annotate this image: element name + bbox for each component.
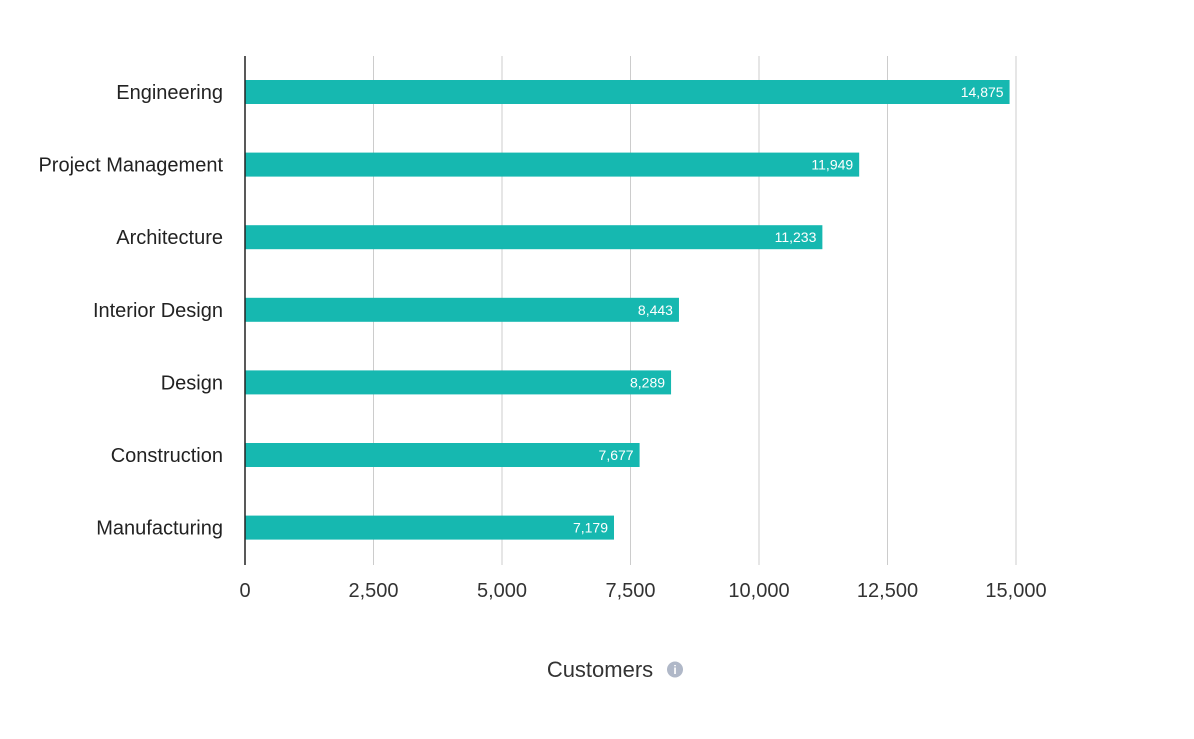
info-icon[interactable]: i	[667, 661, 683, 678]
data-label: 7,179	[573, 520, 608, 536]
category-label: Design	[161, 372, 223, 394]
x-tick-labels: 0 2,500 5,000 7,500 10,000 12,500 15,000	[239, 580, 1046, 602]
data-label: 8,443	[638, 302, 673, 318]
bar[interactable]	[245, 152, 860, 177]
bar[interactable]	[245, 297, 679, 322]
bar[interactable]	[245, 370, 672, 395]
data-label: 11,233	[775, 229, 817, 245]
category-label: Interior Design	[93, 300, 223, 322]
category-labels: Engineering Project Management Architectur…	[38, 82, 223, 540]
data-labels: 14,875 11,949 11,233 8,443 8,289 7,677 7,179	[573, 84, 1004, 536]
x-axis-title: Customers i	[547, 657, 683, 682]
x-tick-label: 7,500	[605, 580, 655, 602]
bar[interactable]	[245, 443, 640, 467]
category-label: Architecture	[116, 227, 223, 249]
bar[interactable]	[245, 225, 823, 250]
x-axis-label: Customers	[547, 657, 653, 682]
data-label: 11,949	[811, 157, 853, 173]
data-label: 7,677	[599, 447, 634, 463]
x-tick-label: 2,500	[348, 580, 398, 602]
x-tick-label: 15,000	[985, 580, 1046, 602]
category-label: Manufacturing	[96, 518, 223, 540]
data-label: 14,875	[961, 84, 1004, 100]
x-tick-label: 5,000	[477, 580, 527, 602]
category-label: Construction	[111, 445, 223, 467]
svg-text:i: i	[673, 663, 676, 677]
data-label: 8,289	[630, 374, 665, 390]
bar[interactable]	[245, 515, 615, 540]
bar[interactable]	[245, 80, 1010, 104]
x-tick-label: 0	[239, 580, 250, 602]
x-tick-label: 10,000	[728, 580, 789, 602]
category-label: Engineering	[116, 82, 223, 104]
bars	[245, 80, 1010, 540]
category-label: Project Management	[38, 155, 223, 177]
x-tick-label: 12,500	[857, 580, 918, 602]
